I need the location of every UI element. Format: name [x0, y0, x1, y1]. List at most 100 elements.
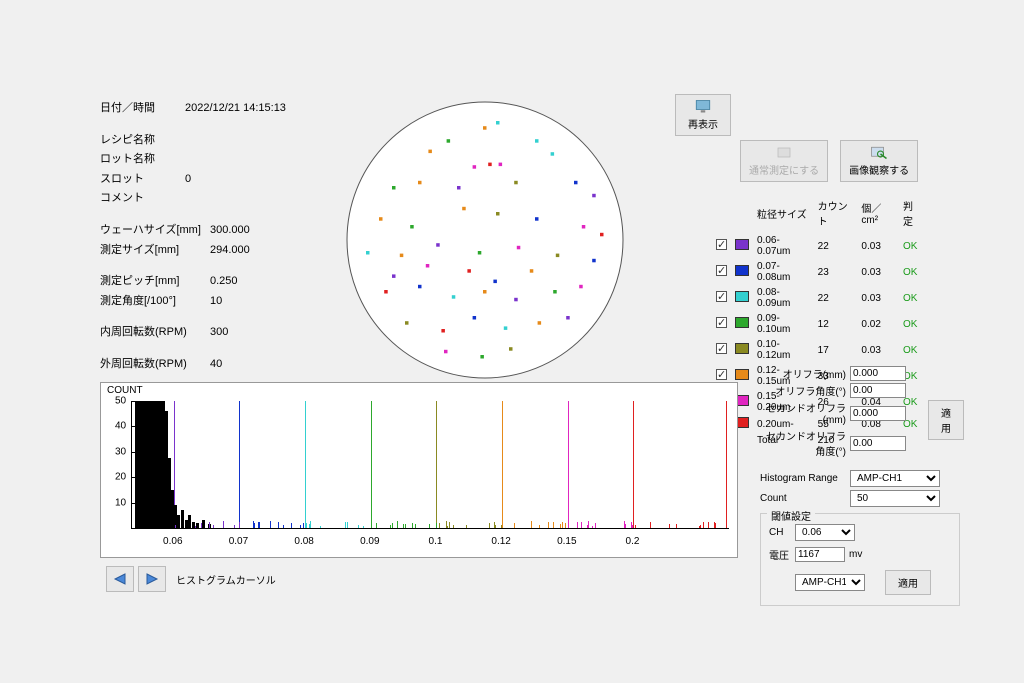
count-cell: 23	[818, 260, 860, 284]
normal-measure-button[interactable]: 通常測定にする	[740, 140, 828, 182]
range-cell: 0.06-0.07um	[757, 234, 816, 258]
boundary-line	[239, 401, 240, 528]
x-tick: 0.07	[229, 536, 248, 547]
boundary-line	[502, 401, 503, 528]
image-observe-button[interactable]: 画像観察する	[840, 140, 918, 182]
apply-button[interactable]: 適用	[928, 400, 964, 440]
x-tick: 0.1	[429, 536, 443, 547]
cursor-left-button[interactable]	[106, 566, 134, 592]
orifura-mm-input[interactable]	[850, 366, 906, 381]
color-swatch	[735, 239, 749, 250]
boundary-line	[305, 401, 306, 528]
wafer-map	[345, 100, 625, 380]
color-swatch	[735, 291, 749, 302]
row-checkbox[interactable]	[716, 265, 727, 276]
boundary-line	[371, 401, 372, 528]
monitor-icon	[692, 99, 714, 114]
threshold-box: 閾値設定 CH0.06 電圧mv AMP-CH1 適用	[760, 513, 960, 606]
range-cell: 0.08-0.09um	[757, 286, 816, 310]
histogram-bar	[202, 520, 205, 528]
inner-rpm-value: 300	[210, 324, 228, 342]
threshold-title: 閾値設定	[767, 508, 815, 523]
col-judge: 判定	[903, 198, 928, 232]
row-checkbox[interactable]	[716, 317, 727, 328]
slot-value: 0	[185, 171, 191, 189]
comment-label: コメント	[100, 190, 185, 208]
pitch-value: 0.250	[210, 273, 238, 291]
volt-input[interactable]	[795, 547, 845, 562]
threshold-apply-button[interactable]: 適用	[885, 570, 931, 595]
judge-cell: OK	[903, 312, 928, 336]
color-swatch	[735, 317, 749, 328]
volt-unit: mv	[849, 549, 862, 560]
col-count: カウント	[818, 198, 860, 232]
second-mm-input[interactable]	[850, 406, 906, 421]
histogram-panel: COUNT 10203040500.060.070.080.090.10.120…	[100, 382, 738, 558]
col-size: 粒径サイズ	[757, 198, 816, 232]
count-select[interactable]: 50	[850, 490, 940, 507]
outer-rpm-label: 外周回転数(RPM)	[100, 356, 210, 374]
observe-icon	[868, 145, 890, 160]
y-tick: 10	[115, 497, 126, 508]
slot-label: スロット	[100, 171, 185, 189]
inner-rpm-label: 内周回転数(RPM)	[100, 324, 210, 342]
histogram-bar	[185, 520, 188, 528]
density-cell: 0.03	[861, 234, 901, 258]
count-cell: 22	[818, 234, 860, 258]
second-mm-label: セカンドオリフラ(mm)	[760, 400, 850, 426]
density-cell: 0.03	[861, 338, 901, 362]
second-deg-input[interactable]	[850, 436, 906, 451]
table-row: 0.08-0.09um 22 0.03 OK	[716, 286, 928, 310]
table-row: 0.10-0.12um 17 0.03 OK	[716, 338, 928, 362]
ch-select[interactable]: 0.06	[795, 524, 855, 541]
wafer-size-label: ウェーハサイズ[mm]	[100, 222, 210, 240]
color-swatch	[735, 369, 749, 380]
color-swatch	[735, 265, 749, 276]
hist-range-select[interactable]: AMP-CH1	[850, 470, 940, 487]
amp-select[interactable]: AMP-CH1	[795, 574, 865, 591]
density-cell: 0.03	[861, 286, 901, 310]
boundary-line	[726, 401, 727, 528]
datetime-label: 日付／時間	[100, 100, 185, 118]
judge-cell: OK	[903, 338, 928, 362]
judge-cell: OK	[903, 260, 928, 284]
redisplay-button[interactable]: 再表示	[675, 94, 731, 136]
histogram-bar	[188, 515, 191, 528]
arrow-right-icon	[143, 572, 161, 586]
datetime-value: 2022/12/21 14:15:13	[185, 100, 286, 118]
count-cell: 12	[818, 312, 860, 336]
angle-label: 測定角度[/100°]	[100, 293, 210, 311]
color-swatch	[735, 343, 749, 354]
density-cell: 0.03	[861, 260, 901, 284]
arrow-left-icon	[111, 572, 129, 586]
outer-rpm-value: 40	[210, 356, 222, 374]
judge-cell: OK	[903, 234, 928, 258]
volt-label: 電圧	[769, 547, 795, 562]
range-cell: 0.07-0.08um	[757, 260, 816, 284]
hist-range-label: Histogram Range	[760, 473, 850, 484]
row-checkbox[interactable]	[716, 369, 727, 380]
row-checkbox[interactable]	[716, 343, 727, 354]
ch-label: CH	[769, 527, 795, 538]
y-tick: 20	[115, 472, 126, 483]
histogram-bar	[181, 510, 184, 528]
meas-size-value: 294.000	[210, 242, 250, 260]
count-cell: 22	[818, 286, 860, 310]
range-cell: 0.10-0.12um	[757, 338, 816, 362]
row-checkbox[interactable]	[716, 239, 727, 250]
histogram-bar	[177, 515, 180, 528]
boundary-line	[633, 401, 634, 528]
x-tick: 0.08	[294, 536, 313, 547]
cursor-right-button[interactable]	[138, 566, 166, 592]
table-row: 0.07-0.08um 23 0.03 OK	[716, 260, 928, 284]
y-tick: 40	[115, 421, 126, 432]
histogram-title: COUNT	[107, 385, 143, 396]
x-tick: 0.09	[360, 536, 379, 547]
orifura-deg-input[interactable]	[850, 383, 906, 398]
range-cell: 0.09-0.10um	[757, 312, 816, 336]
x-tick: 0.12	[491, 536, 510, 547]
row-checkbox[interactable]	[716, 291, 727, 302]
boundary-line	[436, 401, 437, 528]
boundary-line	[568, 401, 569, 528]
judge-cell: OK	[903, 286, 928, 310]
